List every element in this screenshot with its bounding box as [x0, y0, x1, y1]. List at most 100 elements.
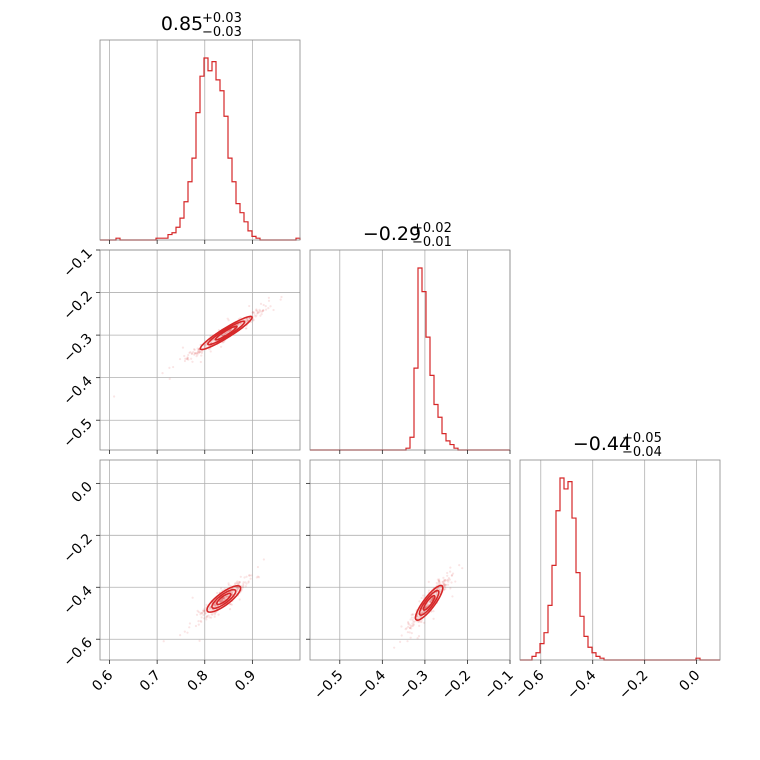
panel-frame [99, 459, 301, 661]
sample-point [222, 597, 225, 600]
density-contour [414, 584, 444, 622]
sample-point [439, 590, 442, 593]
sample-point [221, 334, 225, 337]
sample-point [406, 640, 409, 643]
sample-point [236, 586, 239, 589]
sample-point [220, 598, 223, 601]
sample-point [199, 613, 202, 616]
sample-point [262, 558, 265, 561]
sample-point [209, 350, 212, 353]
sample-point [448, 578, 451, 581]
sample-point [227, 319, 230, 322]
x-tick-label: −0.2 [616, 668, 651, 703]
panel-1-1: −0.29+0.02−0.01 [309, 221, 511, 454]
sample-point [222, 341, 225, 344]
sample-point [444, 579, 447, 582]
param-title-lower-error: −0.03 [202, 25, 242, 40]
sample-point [443, 580, 446, 583]
sample-point [231, 590, 234, 593]
sample-point [262, 303, 265, 307]
panel-frame [99, 39, 301, 241]
sample-point [231, 590, 234, 593]
sample-point [411, 624, 414, 628]
sample-point [221, 599, 224, 602]
x-tick-label: 0.7 [137, 668, 164, 695]
sample-point [213, 613, 217, 616]
sample-point [259, 314, 262, 317]
sample-point [186, 357, 189, 361]
sample-point [259, 309, 262, 312]
sample-point [257, 576, 261, 579]
sample-point [236, 582, 239, 585]
sample-point [424, 606, 427, 609]
sample-point [213, 615, 216, 618]
sample-point [185, 357, 188, 361]
sample-point [267, 296, 270, 299]
sample-point [252, 319, 255, 322]
y-tick-label: −0.2 [60, 288, 95, 323]
sample-point [201, 611, 204, 614]
sample-point [204, 343, 207, 347]
sample-point [220, 600, 223, 603]
sample-point [199, 360, 202, 364]
sample-point [219, 601, 222, 604]
sample-point [408, 626, 412, 630]
sample-point [438, 587, 442, 590]
sample-point [200, 620, 203, 623]
sample-point [222, 597, 226, 601]
panel-2-0: 0.6 0.7 0.8 0.9 −0.6 −0.4 −0.2 0.0 [60, 459, 301, 695]
panel-2-2: −0.6 −0.4 −0.2 0.0 −0.44+0.05−0.04 [512, 431, 721, 703]
sample-point [242, 581, 245, 584]
sample-point [410, 616, 413, 619]
sample-point [436, 578, 440, 581]
sample-point [252, 310, 255, 314]
sample-point [430, 610, 433, 613]
sample-point [255, 314, 258, 317]
sample-point [208, 616, 211, 619]
sample-point [224, 332, 227, 335]
sample-point [398, 640, 402, 643]
sample-point [406, 631, 409, 634]
x-tick-label: −0.6 [512, 667, 547, 702]
y-tick-label: −0.1 [60, 246, 95, 281]
sample-point [255, 576, 258, 579]
sample-point [230, 603, 233, 606]
sample-point [223, 332, 226, 336]
sample-point [194, 352, 197, 355]
sample-point [203, 344, 206, 347]
sample-point [224, 332, 227, 335]
sample-point [253, 314, 256, 317]
sample-point [221, 597, 225, 600]
sample-point [224, 331, 227, 335]
sample-point [447, 576, 451, 580]
sample-point [213, 604, 216, 607]
sample-point [196, 350, 200, 353]
sample-point [250, 574, 253, 577]
sample-point [198, 351, 201, 355]
param-title-value: 0.85 [161, 13, 203, 35]
sample-point [416, 615, 419, 618]
sample-point [244, 327, 247, 330]
sample-point [419, 615, 422, 618]
sample-point [238, 581, 241, 584]
sample-point [196, 609, 199, 613]
sample-point [241, 586, 244, 589]
sample-point [429, 599, 432, 602]
sample-point [418, 600, 421, 603]
panel-frame [519, 459, 721, 661]
sample-point [407, 621, 410, 624]
sample-point [419, 615, 422, 618]
sample-point [183, 630, 186, 633]
sample-point [408, 626, 412, 630]
sample-point [256, 312, 259, 315]
sample-point [221, 597, 224, 600]
sample-point [449, 587, 452, 590]
sample-point [443, 588, 446, 592]
sample-point [269, 305, 272, 308]
param-title-value: −0.29 [363, 223, 421, 245]
sample-point [461, 567, 464, 570]
sample-point [244, 585, 247, 588]
sample-point [265, 308, 268, 311]
sample-point [197, 623, 200, 626]
